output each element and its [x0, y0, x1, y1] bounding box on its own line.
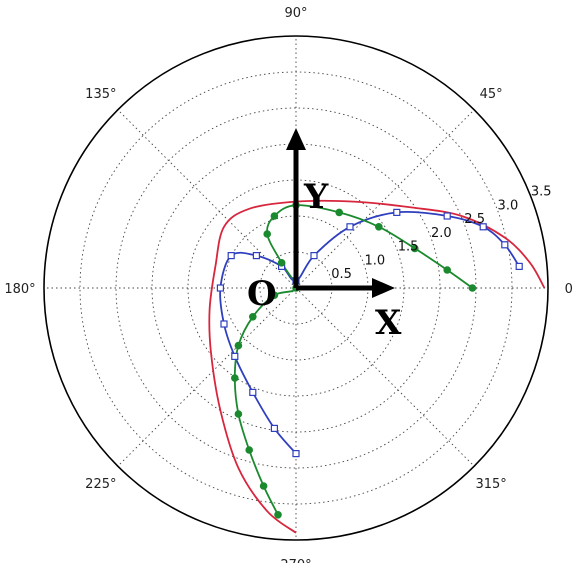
square-marker	[249, 388, 257, 396]
circle-marker	[277, 259, 286, 267]
circle-marker	[259, 482, 268, 490]
r-tick-label: 3.5	[531, 185, 552, 200]
circle-marker	[443, 266, 452, 274]
x-arrowhead	[372, 278, 395, 298]
square-marker	[346, 223, 354, 231]
r-tick-label: 2.0	[431, 226, 452, 241]
angle-label: 225°	[85, 477, 116, 492]
series-line-2	[219, 210, 520, 455]
circle-marker	[234, 341, 243, 350]
grid-spoke	[295, 287, 475, 467]
angle-label: 0°	[565, 282, 574, 297]
marker-layer	[216, 201, 523, 519]
square-marker	[216, 284, 224, 292]
r-tick-label: 1.5	[398, 240, 419, 255]
circle-marker	[274, 511, 282, 519]
r-tick-label: 1.0	[365, 253, 386, 268]
square-marker	[252, 252, 260, 260]
grid-spoke	[117, 109, 297, 289]
y-arrowhead	[286, 128, 306, 150]
circle-marker	[335, 208, 344, 217]
angle-label: 45°	[480, 87, 503, 102]
circle-marker	[234, 410, 243, 418]
circle-marker	[270, 291, 279, 300]
square-marker	[292, 450, 300, 458]
circle-marker	[249, 313, 257, 321]
annotation-layer: Y X O	[247, 128, 402, 343]
square-marker	[227, 252, 235, 260]
circle-marker	[411, 244, 419, 253]
grid-spoke	[117, 287, 297, 467]
angle-label: 90°	[284, 6, 307, 21]
angle-label: 180°	[4, 282, 35, 297]
circle-marker	[468, 284, 477, 292]
r-tick-label: 3.0	[498, 198, 519, 213]
square-marker	[479, 223, 487, 231]
origin-label: O	[247, 274, 277, 314]
outer-ring	[43, 35, 549, 541]
series-line-3	[233, 204, 473, 516]
square-marker	[443, 212, 451, 220]
circle-marker	[375, 223, 383, 231]
r-tick-label: 2.5	[464, 212, 485, 227]
circle-marker	[231, 374, 239, 382]
square-marker	[501, 241, 509, 249]
angle-label: 315°	[475, 477, 506, 492]
r-tick-label: 0.5	[331, 267, 352, 282]
circle-marker	[245, 446, 253, 454]
y-label: Y	[303, 177, 329, 217]
square-marker	[515, 262, 523, 270]
square-marker	[220, 320, 228, 328]
label-layer: 0.5 1.0 1.5 2.0 2.5 3.0 3.5 0° 45° 90° 135° 180° 225…	[4, 6, 574, 563]
angle-label: 135°	[85, 87, 116, 102]
square-marker	[270, 424, 278, 432]
circle-marker	[270, 212, 279, 220]
square-marker	[231, 352, 239, 360]
x-label: X	[375, 303, 402, 343]
square-marker	[393, 208, 401, 216]
square-marker	[310, 252, 318, 260]
grid-spoke	[295, 109, 475, 289]
angle-label: 270°	[280, 558, 311, 563]
circle-marker	[263, 230, 272, 238]
